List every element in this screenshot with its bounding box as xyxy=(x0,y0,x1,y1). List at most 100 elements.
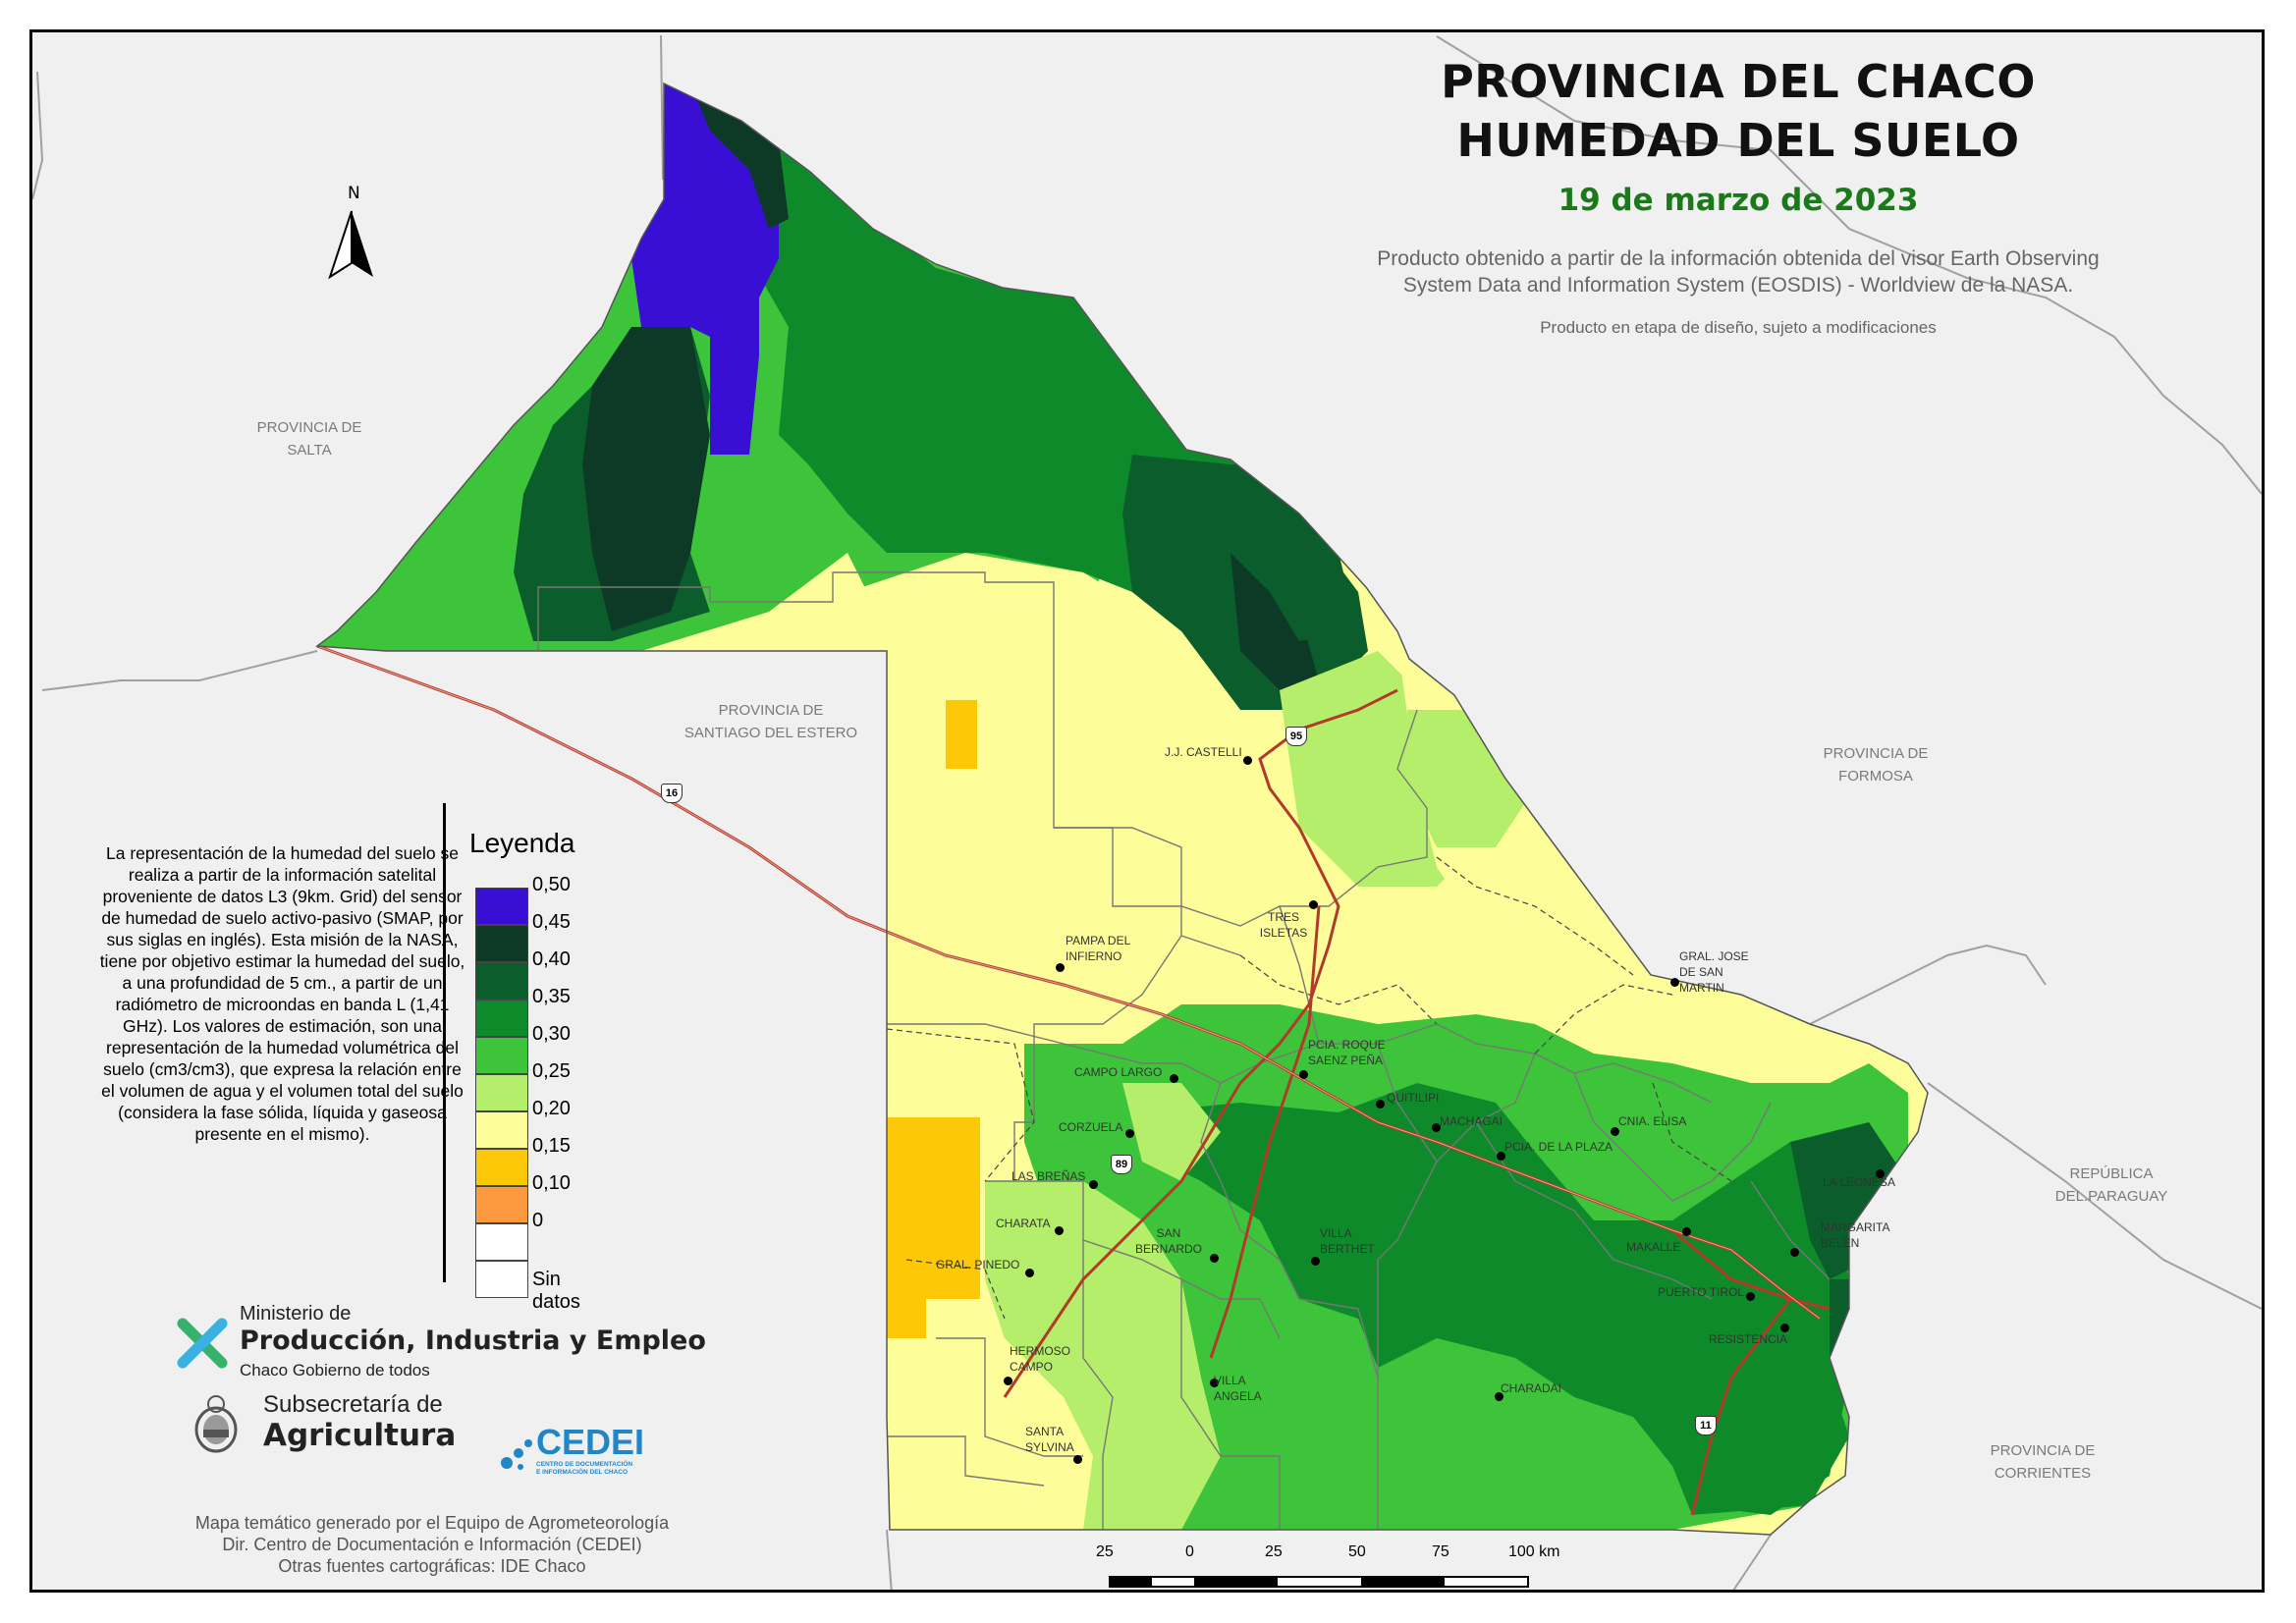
legend-label: Sin datos xyxy=(532,1269,580,1313)
city-label: CHARATA xyxy=(996,1217,1051,1230)
scale-label: 100 km xyxy=(1508,1543,1560,1560)
credits-line3: Otras fuentes cartográficas: IDE Chaco xyxy=(278,1556,586,1576)
ministerio-x-logo-icon xyxy=(177,1318,228,1369)
city-label: SAN BERNARDO xyxy=(1134,1226,1202,1256)
legend-swatch xyxy=(475,1037,528,1074)
cedei-name: CEDEI xyxy=(536,1422,645,1462)
legend-label: 0,50 xyxy=(532,874,571,895)
legend-title: Leyenda xyxy=(469,828,575,858)
city-dot xyxy=(1309,900,1318,909)
city-label: MARGARITA BELEN xyxy=(1821,1220,1889,1250)
city-dot xyxy=(1780,1324,1789,1332)
description-text: La representación de la humedad del suel… xyxy=(99,843,465,1144)
ministerio-label: Ministerio de xyxy=(240,1303,352,1325)
city-label: CHARADAI xyxy=(1501,1381,1562,1395)
city-label: TRES ISLETAS xyxy=(1259,910,1308,940)
legend-label: 0,45 xyxy=(532,911,571,933)
cedei-subtitle: CENTRO DE DOCUMENTACIÓN E INFORMACIÓN DE… xyxy=(536,1461,633,1476)
legend-swatch xyxy=(475,1074,528,1111)
city-dot xyxy=(1056,963,1065,972)
city-label: MAKALLE xyxy=(1626,1240,1681,1254)
north-arrow-icon xyxy=(328,210,373,280)
map-title-line2: HUMEDAD DEL SUELO xyxy=(1456,114,2020,167)
city-dot xyxy=(1210,1379,1219,1387)
city-dot xyxy=(1432,1123,1441,1132)
legend-label: 0,20 xyxy=(532,1098,571,1119)
cedei-logo-icon xyxy=(501,1439,532,1470)
city-dot xyxy=(1746,1292,1755,1301)
city-label: VILLA ANGELA xyxy=(1214,1374,1262,1403)
ministerio-tagline: Chaco Gobierno de todos xyxy=(240,1361,430,1380)
region-corrientes: PROVINCIA DE CORRIENTES xyxy=(1990,1442,2096,1482)
city-dot xyxy=(1876,1169,1885,1178)
city-dot xyxy=(1073,1455,1082,1464)
city-label: SANTA SYLVINA xyxy=(1025,1425,1074,1454)
route-shield: 89 xyxy=(1111,1155,1132,1174)
scale-bar xyxy=(1109,1576,1529,1588)
city-dot xyxy=(1210,1254,1219,1263)
city-label: HERMOSO CAMPO xyxy=(1010,1344,1071,1374)
legend-label: 0,15 xyxy=(532,1135,571,1157)
city-label: GRAL. JOSE DE SAN MARTIN xyxy=(1679,949,1749,995)
city-dot xyxy=(1025,1269,1034,1277)
city-label: GRAL. PINEDO xyxy=(936,1258,1020,1271)
city-label: PUERTO TIROL xyxy=(1658,1285,1745,1299)
city-dot xyxy=(1125,1129,1134,1138)
city-dot xyxy=(1311,1257,1320,1266)
city-dot xyxy=(1682,1227,1691,1236)
legend-swatch xyxy=(475,1111,528,1149)
map-note: Producto en etapa de diseño, sujeto a mo… xyxy=(1540,318,1937,337)
city-label: J.J. CASTELLI xyxy=(1165,745,1242,759)
city-label: QUITILIPI xyxy=(1387,1091,1440,1105)
scale-label: 50 xyxy=(1348,1543,1366,1560)
ministerio-name: Producción, Industria y Empleo xyxy=(240,1325,706,1356)
city-label: CAMPO LARGO xyxy=(1074,1065,1163,1079)
route-shield: 11 xyxy=(1695,1416,1717,1435)
region-formosa: PROVINCIA DE FORMOSA xyxy=(1823,745,1929,784)
city-dot xyxy=(1495,1392,1503,1401)
legend-swatch xyxy=(475,1000,528,1037)
legend-swatch xyxy=(475,925,528,962)
city-label: CNIA. ELISA xyxy=(1618,1114,1687,1128)
legend-label: 0,40 xyxy=(532,948,571,970)
legend-swatch xyxy=(475,888,528,925)
region-salta: PROVINCIA DE SALTA xyxy=(256,419,362,459)
legend-label: 0,10 xyxy=(532,1172,571,1194)
city-dot xyxy=(1243,756,1252,765)
coat-of-arms-icon xyxy=(194,1395,238,1453)
city-label: LAS BREÑAS xyxy=(1011,1169,1086,1183)
city-dot xyxy=(1089,1180,1098,1189)
legend-swatch xyxy=(475,1223,528,1261)
map-source-line2: System Data and Information System (EOSD… xyxy=(1402,274,2074,297)
map-title-line1: PROVINCIA DEL CHACO xyxy=(1441,55,2036,108)
legend-swatch xyxy=(475,1149,528,1186)
subsecretaria-name: Agricultura xyxy=(263,1418,457,1453)
scale-label: 25 xyxy=(1096,1543,1114,1560)
city-label: PCIA. ROQUE SAENZ PEÑA xyxy=(1308,1038,1386,1067)
city-label: VILLA BERTHET xyxy=(1320,1226,1375,1256)
credits-line1: Mapa temático generado por el Equipo de … xyxy=(194,1513,670,1533)
city-dot xyxy=(1611,1127,1619,1136)
route-shield: 16 xyxy=(661,784,683,803)
city-dot xyxy=(1004,1377,1012,1385)
map-source-line1: Producto obtenido a partir de la informa… xyxy=(1377,247,2100,270)
city-dot xyxy=(1376,1100,1385,1109)
map-date: 19 de marzo de 2023 xyxy=(1558,183,1919,218)
subsecretaria-label: Subsecretaría de xyxy=(263,1391,443,1418)
north-label: N xyxy=(348,184,360,203)
legend-swatch xyxy=(475,1261,528,1298)
department-boundaries xyxy=(537,571,1831,1530)
legend-divider xyxy=(443,803,446,1282)
city-label: PAMPA DEL INFIERNO xyxy=(1066,934,1130,963)
legend-label: 0,35 xyxy=(532,986,571,1007)
map-canvas xyxy=(32,32,2262,1590)
neighbour-border xyxy=(32,34,2262,1590)
route-shield: 95 xyxy=(1285,727,1307,746)
chaco-outline xyxy=(314,81,1929,1536)
city-dot xyxy=(1170,1074,1178,1083)
legend-label: 0,30 xyxy=(532,1023,571,1045)
city-label: LA LEONESA xyxy=(1823,1175,1896,1189)
map-source: Producto obtenido a partir de la informa… xyxy=(1306,245,2170,298)
scale-label: 0 xyxy=(1185,1543,1194,1560)
legend-swatch xyxy=(475,962,528,1000)
